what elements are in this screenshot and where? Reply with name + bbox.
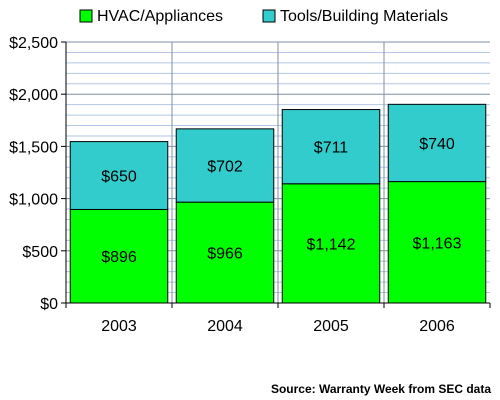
source-note: Source: Warranty Week from SEC data [271, 382, 491, 396]
y-tick-label: $1,500 [9, 139, 58, 156]
legend-label-hvac: HVAC/Appliances [97, 8, 223, 25]
bar-label-hvac-2006: $1,163 [413, 235, 462, 252]
bar-label-tools-2003: $650 [101, 169, 137, 186]
y-tick-label: $2,500 [9, 35, 58, 52]
x-tick-label: 2006 [419, 318, 455, 335]
bar-label-hvac-2004: $966 [207, 246, 243, 263]
y-tick-label: $500 [22, 244, 58, 261]
plot-area: $896 $650 $966 $702 $1,142 $711 $1,163 $740 $0 $5… [9, 35, 491, 335]
bar-label-hvac-2005: $1,142 [307, 236, 356, 253]
legend: HVAC/Appliances Tools/Building Materials [79, 8, 448, 25]
bar-tools-2003 [69, 141, 169, 210]
bar-label-tools-2006: $740 [419, 136, 455, 153]
bar-tools-2004 [175, 128, 275, 203]
x-tick-label: 2004 [207, 318, 243, 335]
bar-hvac-2006 [387, 181, 487, 304]
bar-hvac-2003 [69, 208, 169, 304]
bar-tools-2005 [281, 109, 381, 185]
y-tick-label: $2,000 [9, 87, 58, 104]
x-tick-label: 2003 [101, 318, 137, 335]
bar-tools-2006 [387, 103, 487, 183]
bar-label-tools-2005: $711 [314, 140, 349, 157]
legend-swatch-hvac [79, 9, 93, 23]
bar-label-tools-2004: $702 [207, 159, 243, 176]
y-tick-label: $0 [40, 296, 58, 313]
bar-hvac-2005 [281, 183, 381, 304]
legend-swatch-tools [262, 9, 276, 23]
y-tick-label: $1,000 [9, 192, 58, 209]
legend-label-tools: Tools/Building Materials [280, 8, 448, 25]
bar-label-hvac-2003: $896 [101, 249, 137, 266]
x-tick-label: 2005 [313, 318, 349, 335]
